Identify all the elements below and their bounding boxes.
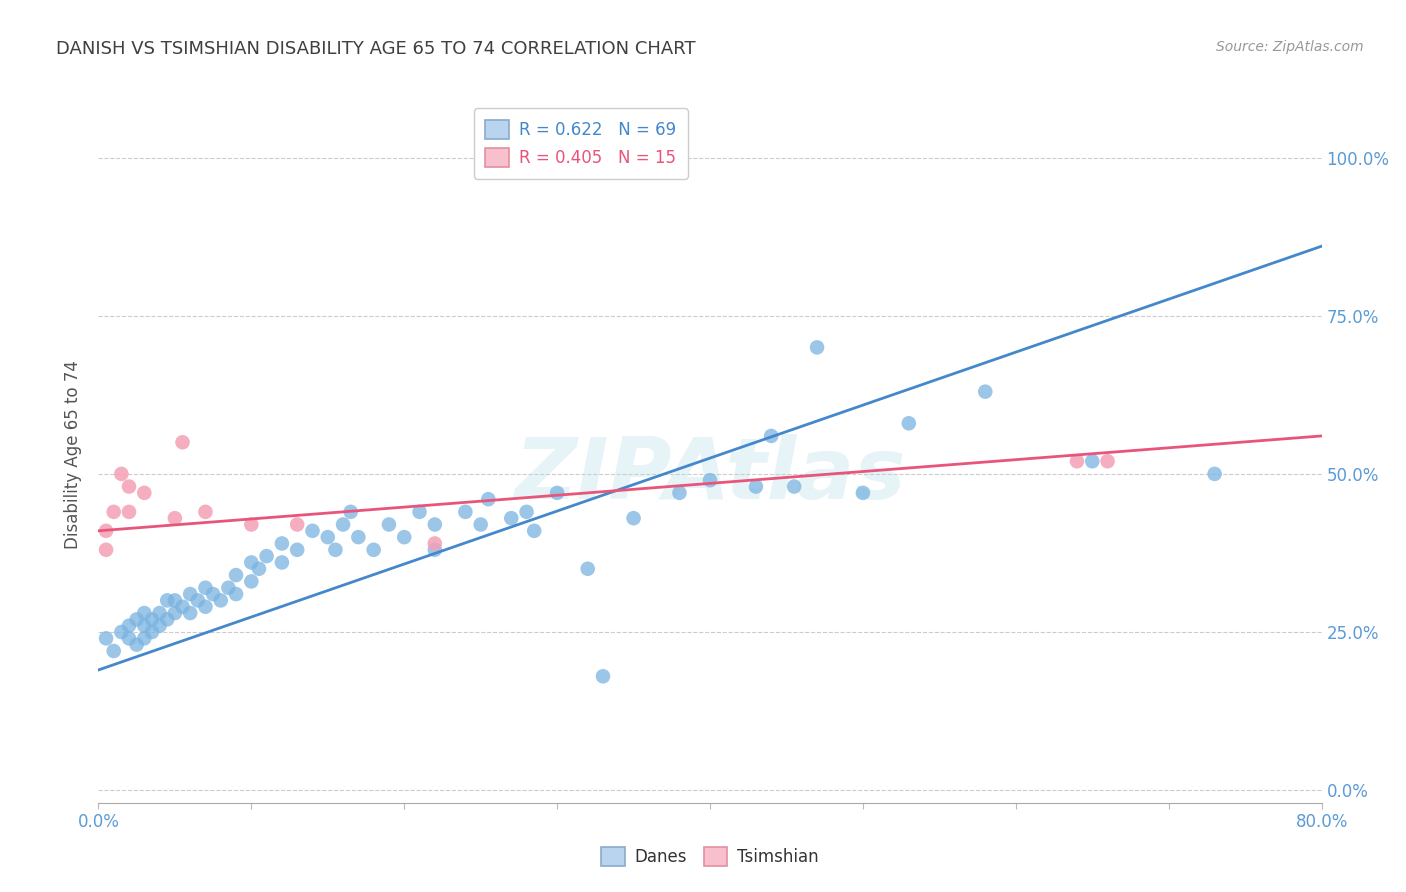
Point: [392, 530, 416, 544]
Point: [94, 632, 117, 646]
Point: [194, 599, 217, 614]
Point: [156, 593, 179, 607]
Point: [423, 517, 446, 532]
Point: [285, 517, 308, 532]
Point: [470, 517, 492, 532]
Point: [134, 632, 156, 646]
Point: [163, 511, 186, 525]
Point: [163, 593, 186, 607]
Point: [94, 542, 117, 557]
Point: [974, 384, 997, 399]
Point: [103, 644, 125, 658]
Point: [423, 536, 446, 550]
Point: [623, 511, 645, 525]
Point: [110, 467, 132, 481]
Point: [332, 517, 354, 532]
Point: [1097, 454, 1119, 468]
Point: [141, 625, 163, 640]
Point: [339, 505, 361, 519]
Point: [759, 429, 782, 443]
Point: [194, 581, 217, 595]
Point: [1081, 454, 1104, 468]
Point: [172, 435, 194, 450]
Point: [477, 492, 499, 507]
Point: [745, 479, 768, 493]
Point: [516, 505, 538, 519]
Point: [523, 524, 546, 538]
Text: Source: ZipAtlas.com: Source: ZipAtlas.com: [1216, 40, 1364, 54]
Point: [852, 486, 875, 500]
Point: [699, 473, 721, 487]
Point: [408, 505, 430, 519]
Point: [179, 606, 201, 620]
Point: [225, 587, 247, 601]
Point: [209, 593, 232, 607]
Point: [225, 568, 247, 582]
Point: [783, 479, 806, 493]
Point: [118, 632, 141, 646]
Text: DANISH VS TSIMSHIAN DISABILITY AGE 65 TO 74 CORRELATION CHART: DANISH VS TSIMSHIAN DISABILITY AGE 65 TO…: [56, 40, 696, 58]
Point: [325, 542, 347, 557]
Point: [149, 618, 172, 632]
Point: [118, 505, 141, 519]
Point: [1204, 467, 1226, 481]
Point: [134, 606, 156, 620]
Point: [217, 581, 239, 595]
Point: [378, 517, 401, 532]
Point: [179, 587, 201, 601]
Point: [103, 505, 125, 519]
Point: [576, 562, 599, 576]
Point: [134, 618, 156, 632]
Point: [668, 486, 690, 500]
Point: [118, 618, 141, 632]
Point: [163, 606, 186, 620]
Point: [454, 505, 477, 519]
Point: [363, 542, 385, 557]
Point: [592, 669, 614, 683]
Point: [187, 593, 209, 607]
Point: [172, 599, 194, 614]
Point: [546, 486, 568, 500]
Point: [134, 486, 156, 500]
Point: [501, 511, 523, 525]
Text: ZIPAtlas: ZIPAtlas: [515, 434, 905, 517]
Point: [270, 556, 292, 570]
Point: [202, 587, 225, 601]
Point: [240, 517, 263, 532]
Point: [423, 542, 446, 557]
Point: [118, 479, 141, 493]
Point: [240, 574, 263, 589]
Point: [125, 612, 148, 626]
Point: [347, 530, 370, 544]
Point: [316, 530, 339, 544]
Legend: Danes, Tsimshian: Danes, Tsimshian: [593, 838, 827, 874]
Point: [141, 612, 163, 626]
Point: [285, 542, 308, 557]
Point: [149, 606, 172, 620]
Point: [256, 549, 278, 563]
Point: [240, 556, 263, 570]
Point: [897, 417, 920, 431]
Point: [301, 524, 323, 538]
Point: [1066, 454, 1088, 468]
Point: [270, 536, 292, 550]
Point: [806, 340, 828, 354]
Point: [247, 562, 270, 576]
Y-axis label: Disability Age 65 to 74: Disability Age 65 to 74: [65, 360, 83, 549]
Point: [156, 612, 179, 626]
Point: [94, 524, 117, 538]
Point: [110, 625, 132, 640]
Point: [194, 505, 217, 519]
Point: [125, 638, 148, 652]
